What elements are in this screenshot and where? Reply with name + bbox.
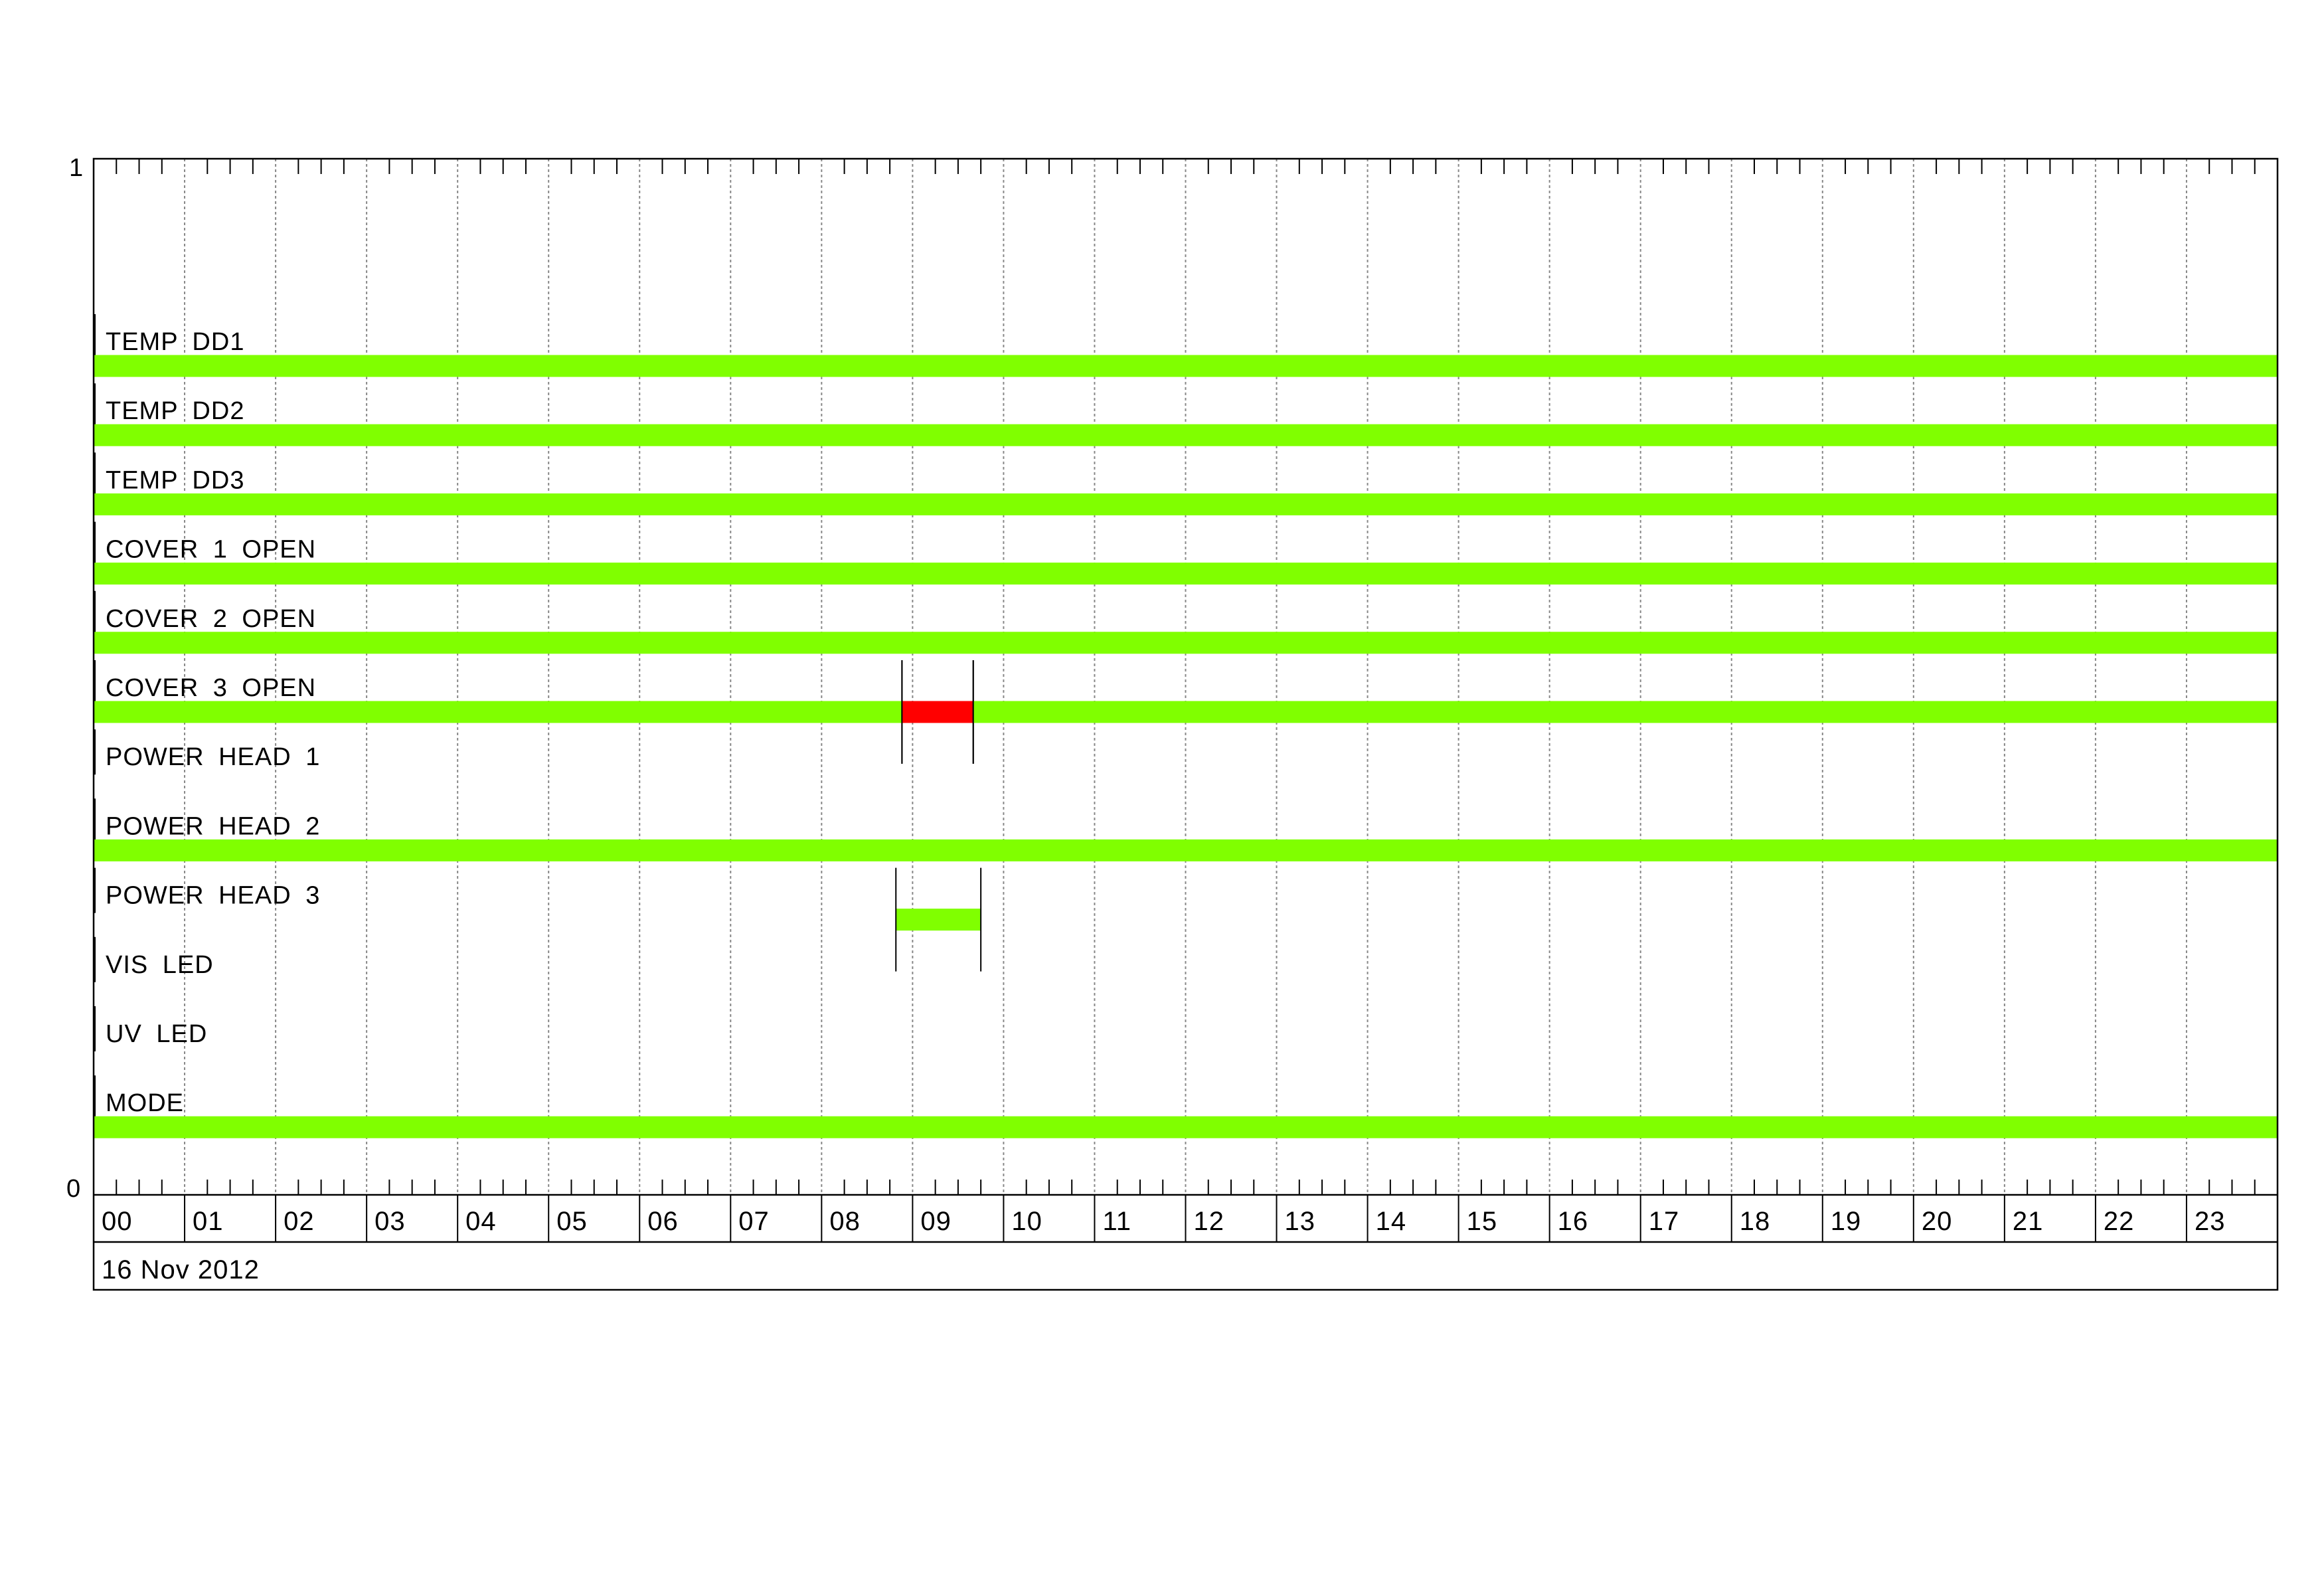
hour-tick-label: 21 <box>2013 1207 2044 1236</box>
segment-ok <box>94 632 2278 654</box>
row-label: POWER HEAD 1 <box>106 743 320 771</box>
row-label: MODE <box>106 1089 184 1117</box>
row-label: TEMP DD2 <box>106 397 244 425</box>
segment-ok <box>94 355 2278 377</box>
hour-tick-label: 23 <box>2195 1207 2226 1236</box>
row-label: POWER HEAD 2 <box>106 812 320 840</box>
row-label: COVER 3 OPEN <box>106 674 316 702</box>
hour-tick-label: 00 <box>102 1207 133 1236</box>
hour-labels: 00 01 02 03 04 05 06 07 08 09 10 11 12 13 14 15 16 17 18 19… <box>102 1207 2226 1236</box>
hour-tick-label: 03 <box>374 1207 406 1236</box>
segment-ok <box>94 493 2278 515</box>
hour-tick-label: 08 <box>829 1207 861 1236</box>
hour-tick-label: 20 <box>1922 1207 1953 1236</box>
hour-tick-label: 16 <box>1558 1207 1589 1236</box>
hour-tick-label: 22 <box>2104 1207 2135 1236</box>
segment-ok <box>94 701 902 723</box>
hour-tick-label: 05 <box>556 1207 588 1236</box>
hour-tick-label: 14 <box>1376 1207 1407 1236</box>
segment-alarm <box>902 701 973 723</box>
hour-tick-label: 07 <box>738 1207 770 1236</box>
hour-tick-label: 18 <box>1740 1207 1771 1236</box>
segment-ok <box>94 1116 2278 1138</box>
y-bottom-label: 0 <box>66 1175 80 1203</box>
row-label: COVER 2 OPEN <box>106 605 316 633</box>
y-top-label: 1 <box>69 154 83 182</box>
hour-tick-label: 12 <box>1194 1207 1225 1236</box>
row-label: POWER HEAD 3 <box>106 882 320 910</box>
gridlines <box>184 159 2187 1195</box>
segment-ok <box>94 563 2278 585</box>
rows: TEMP DD1 TEMP DD2 TEMP DD3 COVER 1 OPEN COVE… <box>93 314 2278 1138</box>
segment-ok <box>94 424 2278 446</box>
row-label: UV LED <box>106 1020 207 1048</box>
hour-tick-label: 01 <box>193 1207 224 1236</box>
hour-tick-label: 10 <box>1011 1207 1042 1236</box>
hour-tick-label: 17 <box>1649 1207 1680 1236</box>
hour-tick-label: 06 <box>647 1207 679 1236</box>
segment-ok <box>896 909 981 931</box>
row-label: COVER 1 OPEN <box>106 536 316 564</box>
hour-tick-label: 13 <box>1285 1207 1316 1236</box>
segment-ok <box>973 701 2278 723</box>
hour-tick-label: 19 <box>1831 1207 1862 1236</box>
minor-ticks <box>116 159 2256 1195</box>
segment-ok <box>94 839 2278 861</box>
plot-frame <box>92 157 2279 1291</box>
hour-tick-label: 11 <box>1102 1207 1131 1236</box>
row-label: TEMP DD1 <box>106 328 244 356</box>
hour-tick-label: 15 <box>1467 1207 1498 1236</box>
hour-tick-label: 04 <box>465 1207 497 1236</box>
frame <box>92 157 2279 1291</box>
row-label: VIS LED <box>106 951 214 979</box>
date-label: 16 Nov 2012 <box>102 1255 260 1284</box>
row-label: TEMP DD3 <box>106 466 244 494</box>
hour-tick-label: 09 <box>920 1207 952 1236</box>
hour-tick-label: 02 <box>284 1207 315 1236</box>
